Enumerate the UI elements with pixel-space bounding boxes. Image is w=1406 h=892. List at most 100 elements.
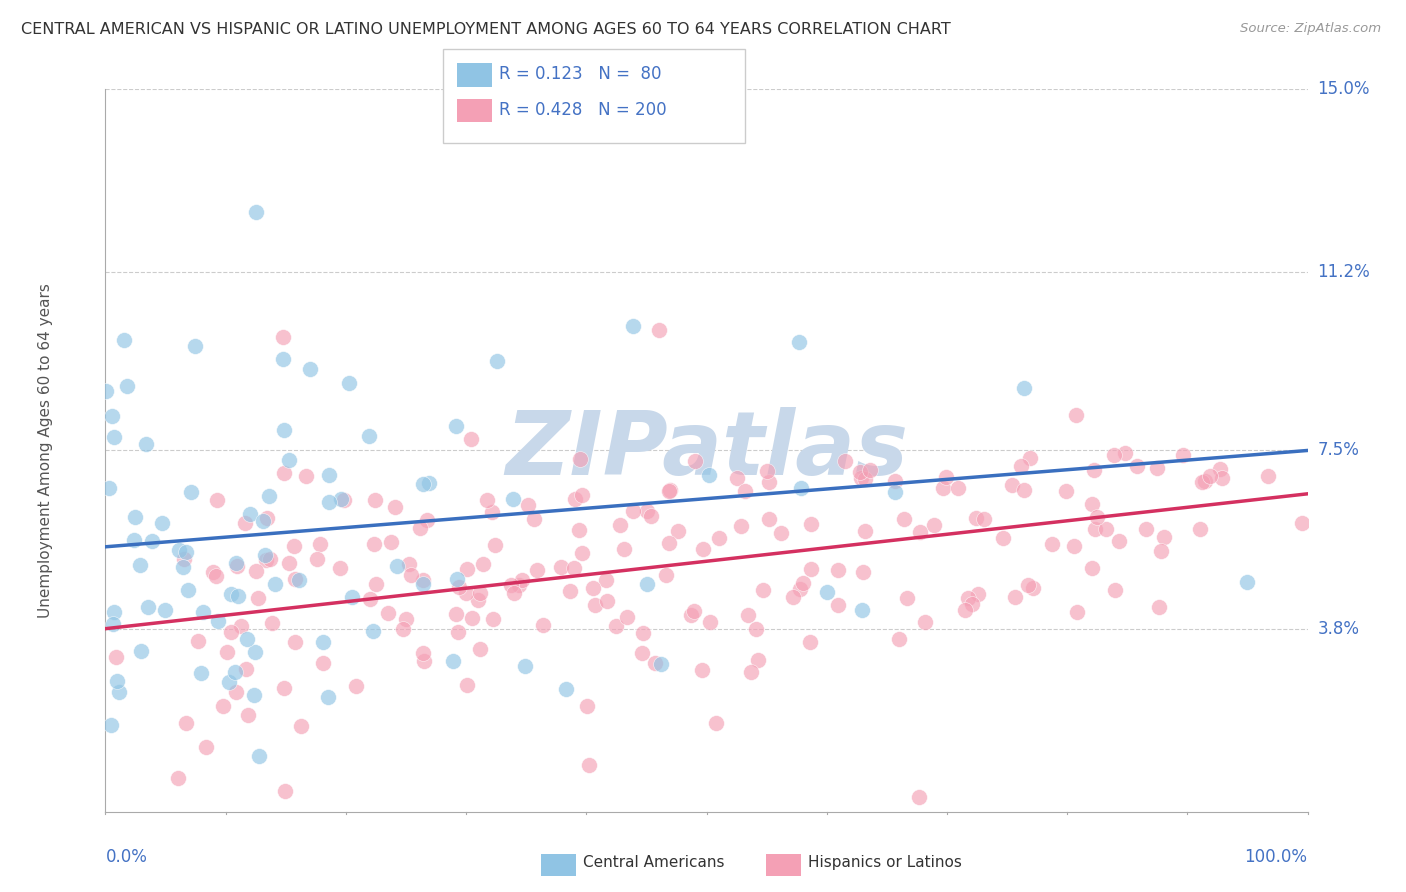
Text: R = 0.123   N =  80: R = 0.123 N = 80 bbox=[499, 65, 662, 83]
Point bbox=[112, 334, 135, 348]
Point bbox=[725, 470, 748, 484]
Point bbox=[461, 610, 484, 624]
Point bbox=[973, 512, 995, 526]
Point bbox=[555, 681, 578, 696]
Point bbox=[752, 583, 775, 598]
Point bbox=[225, 685, 247, 699]
Point bbox=[967, 587, 990, 601]
Point bbox=[167, 772, 190, 786]
Point bbox=[226, 559, 249, 574]
Point bbox=[245, 564, 267, 578]
Point bbox=[225, 556, 247, 570]
Point bbox=[756, 464, 779, 478]
Point bbox=[150, 516, 173, 531]
Point bbox=[853, 524, 876, 539]
Text: R = 0.428   N = 200: R = 0.428 N = 200 bbox=[499, 101, 666, 119]
Point bbox=[1150, 544, 1173, 558]
Point bbox=[789, 582, 811, 596]
Point bbox=[851, 603, 873, 617]
Point bbox=[790, 481, 813, 495]
Point bbox=[1084, 522, 1107, 536]
Point bbox=[526, 563, 548, 577]
Point bbox=[364, 577, 387, 591]
Point bbox=[636, 577, 658, 591]
Point bbox=[503, 585, 526, 599]
Point bbox=[682, 604, 704, 618]
Point bbox=[631, 646, 654, 660]
Point bbox=[707, 531, 730, 545]
Text: 11.2%: 11.2% bbox=[1317, 263, 1369, 281]
Point bbox=[318, 495, 340, 509]
Point bbox=[859, 463, 882, 477]
Point bbox=[1010, 459, 1032, 474]
Point bbox=[176, 716, 198, 731]
Point bbox=[516, 498, 538, 512]
Point bbox=[914, 615, 936, 630]
Point bbox=[207, 614, 229, 628]
Point bbox=[238, 708, 260, 723]
Point bbox=[1004, 591, 1026, 605]
Point bbox=[1114, 446, 1136, 460]
Point bbox=[734, 483, 756, 498]
Point bbox=[1291, 516, 1313, 530]
Point bbox=[893, 512, 915, 526]
Text: Unemployment Among Ages 60 to 64 years: Unemployment Among Ages 60 to 64 years bbox=[38, 283, 53, 618]
Point bbox=[853, 472, 876, 486]
Point bbox=[740, 665, 762, 680]
Point bbox=[1017, 578, 1039, 592]
Point bbox=[948, 481, 970, 495]
Point bbox=[385, 558, 408, 573]
Point bbox=[98, 481, 121, 495]
Point bbox=[129, 644, 152, 658]
Point bbox=[650, 657, 672, 672]
Point bbox=[329, 561, 352, 575]
Point bbox=[502, 491, 524, 506]
Point bbox=[582, 582, 605, 596]
Point bbox=[737, 607, 759, 622]
Point bbox=[800, 516, 823, 531]
Point bbox=[287, 573, 309, 587]
Point bbox=[562, 561, 585, 575]
Point bbox=[523, 512, 546, 526]
Point bbox=[412, 655, 434, 669]
Point bbox=[1066, 605, 1088, 619]
Point bbox=[910, 525, 932, 540]
Point bbox=[395, 611, 418, 625]
Point bbox=[1102, 448, 1125, 462]
Point bbox=[412, 573, 434, 587]
Point bbox=[217, 645, 239, 659]
Point bbox=[613, 542, 636, 557]
Point bbox=[1104, 582, 1126, 597]
Text: 7.5%: 7.5% bbox=[1317, 442, 1360, 459]
Point bbox=[605, 619, 627, 633]
Point bbox=[380, 534, 402, 549]
Point bbox=[578, 757, 600, 772]
Point bbox=[1126, 458, 1149, 473]
Point bbox=[100, 718, 122, 732]
Point bbox=[346, 680, 368, 694]
Point bbox=[659, 483, 682, 497]
Point bbox=[789, 334, 811, 349]
Text: Source: ZipAtlas.com: Source: ZipAtlas.com bbox=[1240, 22, 1381, 36]
Point bbox=[1199, 469, 1222, 483]
Point bbox=[298, 362, 321, 376]
Point bbox=[418, 475, 440, 490]
Point bbox=[384, 500, 406, 515]
Point bbox=[135, 436, 157, 450]
Point bbox=[256, 510, 278, 524]
Point bbox=[271, 352, 294, 367]
Point bbox=[1173, 448, 1195, 462]
Point bbox=[482, 612, 505, 626]
Point bbox=[571, 546, 593, 560]
Text: ZIPatlas: ZIPatlas bbox=[505, 407, 908, 494]
Point bbox=[359, 591, 381, 606]
Point bbox=[501, 578, 523, 592]
Point bbox=[447, 624, 470, 639]
Point bbox=[129, 558, 152, 573]
Point bbox=[1095, 522, 1118, 536]
Point bbox=[441, 654, 464, 668]
Point bbox=[666, 524, 689, 539]
Point bbox=[235, 662, 257, 676]
Point bbox=[316, 690, 339, 705]
Point bbox=[616, 610, 638, 624]
